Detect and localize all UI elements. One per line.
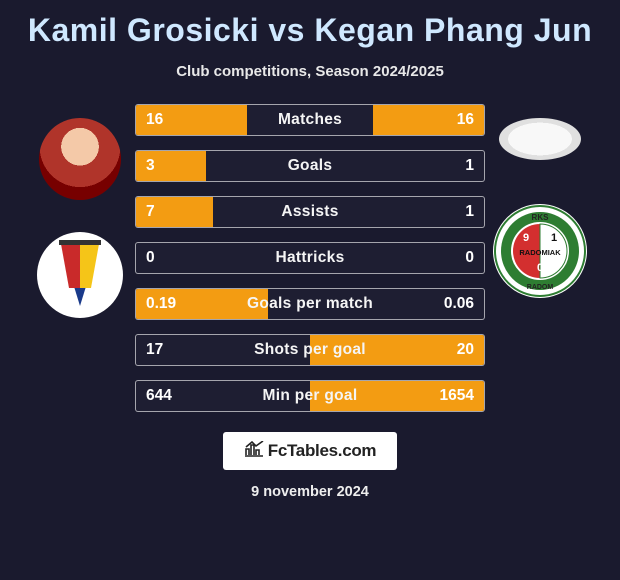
stat-right-value: 1654 — [438, 387, 484, 405]
stat-right-value: 0 — [438, 249, 484, 267]
right-player-column: RKS RADOMIAK RADOM 9 1 0 — [485, 100, 595, 298]
stat-label: Shots per goal — [182, 341, 438, 359]
stat-row: 7Assists1 — [135, 196, 485, 228]
stat-right-value: 1 — [438, 203, 484, 221]
club-ring-icon: RKS RADOMIAK RADOM 9 1 0 — [493, 204, 587, 298]
subtitle: Club competitions, Season 2024/2025 — [176, 63, 444, 80]
svg-text:1: 1 — [551, 232, 557, 244]
stat-right-value: 16 — [438, 111, 484, 129]
stat-label: Goals — [182, 157, 438, 175]
stat-left-value: 3 — [136, 157, 182, 175]
stat-row: 0Hattricks0 — [135, 242, 485, 274]
chart-icon — [244, 441, 264, 462]
stat-label: Hattricks — [182, 249, 438, 267]
svg-text:0: 0 — [537, 262, 543, 274]
date-text: 9 november 2024 — [251, 484, 369, 500]
stats-list: 16Matches163Goals17Assists10Hattricks00.… — [135, 104, 485, 412]
stat-left-value: 17 — [136, 341, 182, 359]
player-right-avatar — [499, 118, 581, 160]
footer-brand-text: FcTables.com — [268, 441, 377, 461]
left-player-column — [25, 100, 135, 318]
stat-right-value: 1 — [438, 157, 484, 175]
stat-label: Matches — [182, 111, 438, 129]
stat-left-value: 0 — [136, 249, 182, 267]
svg-text:RKS: RKS — [532, 213, 550, 222]
stat-row: 3Goals1 — [135, 150, 485, 182]
player-left-club-badge — [37, 232, 123, 318]
stat-left-value: 644 — [136, 387, 182, 405]
stat-label: Min per goal — [182, 387, 438, 405]
stat-left-value: 7 — [136, 203, 182, 221]
stat-row: 644Min per goal1654 — [135, 380, 485, 412]
footer-brand-badge: FcTables.com — [223, 432, 397, 470]
player-left-avatar — [39, 118, 121, 200]
stat-left-value: 16 — [136, 111, 182, 129]
svg-text:RADOM: RADOM — [527, 284, 554, 291]
pennant-icon — [55, 240, 105, 310]
svg-text:RADOMIAK: RADOMIAK — [519, 248, 561, 257]
stat-left-value: 0.19 — [136, 295, 182, 313]
stat-row: 16Matches16 — [135, 104, 485, 136]
stat-row: 0.19Goals per match0.06 — [135, 288, 485, 320]
player-right-club-badge: RKS RADOMIAK RADOM 9 1 0 — [493, 204, 587, 298]
stat-label: Goals per match — [182, 295, 438, 313]
stat-right-value: 0.06 — [438, 295, 484, 313]
page-title: Kamil Grosicki vs Kegan Phang Jun — [28, 12, 592, 49]
stat-right-value: 20 — [438, 341, 484, 359]
stat-label: Assists — [182, 203, 438, 221]
svg-text:9: 9 — [523, 232, 529, 244]
stat-row: 17Shots per goal20 — [135, 334, 485, 366]
